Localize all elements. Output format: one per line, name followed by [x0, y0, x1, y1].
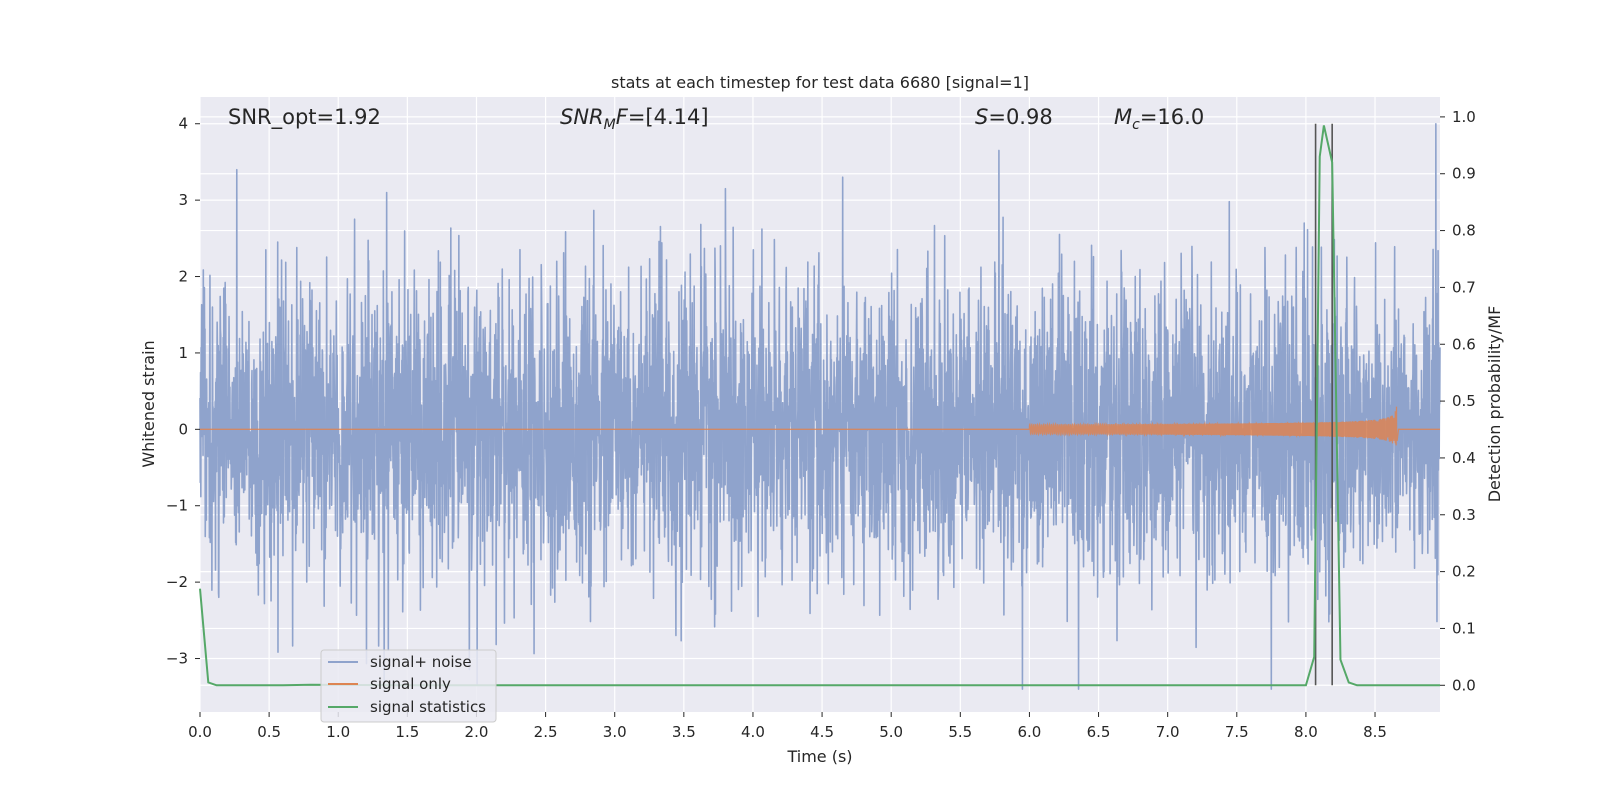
x-tick-label: 8.0 — [1294, 723, 1318, 741]
x-tick-label: 6.5 — [1087, 723, 1111, 741]
x-tick-label: 7.5 — [1225, 723, 1249, 741]
annotation-mc: Mc=16.0 — [1114, 105, 1204, 133]
y2-tick-label: 1.0 — [1452, 108, 1476, 126]
x-tick-label: 0.5 — [257, 723, 281, 741]
y-tick-label: 4 — [178, 115, 188, 133]
x-tick-label: 8.5 — [1363, 723, 1387, 741]
y2-tick-label: 0.1 — [1452, 619, 1476, 637]
y-tick-label: 0 — [178, 420, 188, 438]
series-signal-statistics-line — [199, 125, 1440, 687]
x-tick-label: 1.0 — [326, 723, 350, 741]
y-axis-ticks: −3 −2 −1 0 1 2 3 4 — [166, 115, 200, 668]
x-tick-label: 3.5 — [672, 723, 696, 741]
y2-tick-label: 0.8 — [1452, 222, 1476, 240]
legend-label-stats: signal statistics — [370, 698, 486, 716]
x-tick-label: 0.0 — [188, 723, 212, 741]
series-signal-plus-noise-line — [199, 122, 1441, 690]
y2-tick-label: 0.0 — [1452, 676, 1476, 694]
x-tick-label: 2.5 — [534, 723, 558, 741]
y-tick-label: −3 — [166, 650, 188, 668]
annotation-snr-mf: SNRMF=[4.14] — [560, 105, 709, 133]
series-signal-statistics — [199, 125, 1440, 687]
x-tick-label: 7.0 — [1156, 723, 1180, 741]
x-tick-label: 5.5 — [948, 723, 972, 741]
x-axis-label: Time (s) — [786, 747, 852, 766]
y-tick-label: 3 — [178, 191, 188, 209]
y-tick-label: 2 — [178, 268, 188, 286]
legend-label-signal: signal only — [370, 675, 451, 693]
y-tick-label: 1 — [178, 344, 188, 362]
x-tick-label: 4.5 — [810, 723, 834, 741]
legend: signal+ noise signal only signal statist… — [320, 649, 497, 723]
y2-tick-label: 0.6 — [1452, 335, 1476, 353]
legend-box — [320, 649, 497, 723]
x-tick-label: 1.5 — [395, 723, 419, 741]
y2-tick-label: 0.5 — [1452, 392, 1476, 410]
series-signal-plus-noise — [199, 122, 1441, 690]
y2-tick-label: 0.9 — [1452, 165, 1476, 183]
y2-tick-label: 0.7 — [1452, 278, 1476, 296]
x-tick-label: 6.0 — [1018, 723, 1042, 741]
y2-tick-label: 0.3 — [1452, 506, 1476, 524]
x-tick-label: 4.0 — [741, 723, 765, 741]
y-axis-label: Whitened strain — [139, 340, 158, 467]
x-tick-label: 5.0 — [879, 723, 903, 741]
legend-label-noise: signal+ noise — [370, 653, 472, 671]
annotation-snr-opt: SNR_opt=1.92 — [228, 105, 381, 130]
y2-axis-ticks: 0.0 0.1 0.2 0.3 0.4 0.5 0.6 0.7 0.8 0.9 1.0 — [1440, 108, 1476, 694]
x-axis-ticks: 0.0 0.5 1.0 1.5 2.0 2.5 3.0 3.5 4.0 4.5 5.0 5.5 6.0 6… — [188, 712, 1387, 741]
y2-tick-label: 0.2 — [1452, 563, 1476, 581]
x-tick-label: 3.0 — [603, 723, 627, 741]
y-tick-label: −2 — [166, 573, 188, 591]
y-tick-label: −1 — [166, 497, 188, 515]
annotation-s: S=0.98 — [975, 105, 1053, 129]
y2-axis-label: Detection probability/MF — [1485, 306, 1504, 503]
y2-tick-label: 0.4 — [1452, 449, 1476, 467]
x-tick-label: 2.0 — [465, 723, 489, 741]
chart-title: stats at each timestep for test data 668… — [611, 73, 1029, 92]
